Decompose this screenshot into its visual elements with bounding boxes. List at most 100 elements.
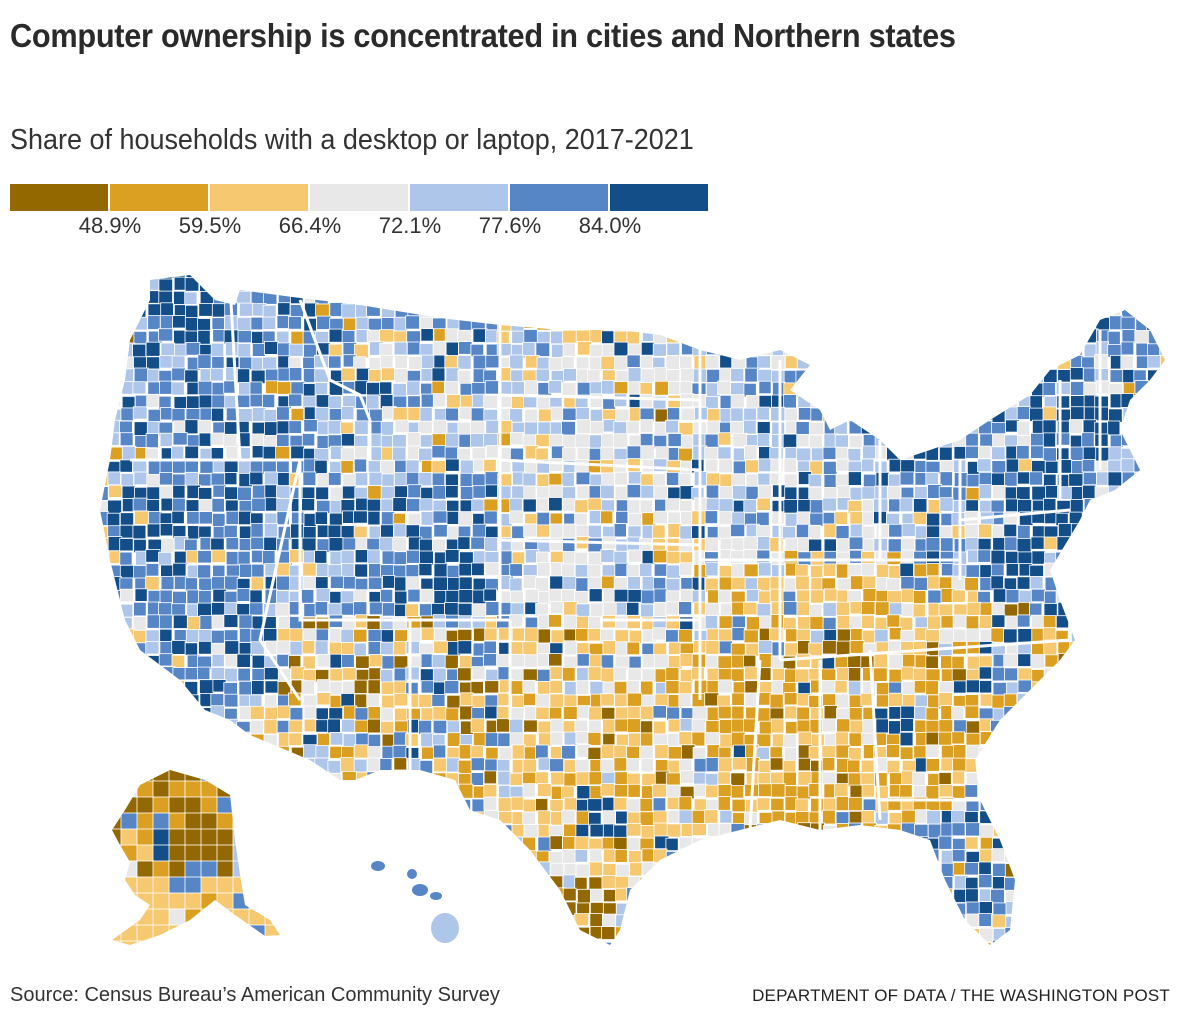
- county: [666, 823, 682, 838]
- county: [236, 653, 251, 668]
- county: [953, 888, 968, 903]
- county: [1159, 888, 1165, 903]
- county: [472, 902, 488, 917]
- county: [926, 420, 941, 434]
- county: [134, 278, 150, 294]
- county: [407, 809, 422, 823]
- county: [1147, 460, 1162, 475]
- county: [171, 381, 185, 396]
- county: [901, 302, 915, 318]
- county: [1108, 914, 1122, 929]
- county: [705, 732, 721, 746]
- county: [1017, 838, 1033, 853]
- county: [992, 303, 1007, 318]
- county: [159, 757, 175, 771]
- county: [184, 924, 203, 943]
- county: [263, 796, 278, 811]
- county: [784, 939, 798, 945]
- county: [523, 692, 537, 706]
- county: [1030, 369, 1044, 384]
- county: [275, 823, 289, 838]
- county: [1107, 745, 1122, 761]
- county: [419, 498, 434, 512]
- county: [444, 549, 460, 563]
- county: [1083, 889, 1098, 905]
- county: [316, 732, 330, 748]
- county: [1018, 705, 1033, 720]
- county: [1147, 653, 1161, 668]
- county: [186, 434, 201, 448]
- county: [1121, 693, 1135, 709]
- county: [1148, 445, 1164, 460]
- county: [392, 537, 407, 552]
- county: [290, 381, 306, 395]
- county: [1159, 421, 1165, 437]
- county: [808, 275, 823, 280]
- county: [665, 578, 681, 593]
- county: [459, 459, 475, 474]
- county: [281, 861, 298, 878]
- county: [823, 380, 838, 396]
- county: [470, 681, 484, 695]
- county: [613, 433, 629, 449]
- county: [848, 796, 863, 811]
- county: [874, 407, 890, 422]
- county: [420, 836, 435, 852]
- county: [563, 706, 578, 720]
- county: [652, 549, 668, 564]
- county: [875, 876, 890, 892]
- county: [639, 811, 655, 826]
- county: [232, 892, 251, 911]
- county: [1109, 315, 1123, 331]
- county: [420, 797, 435, 812]
- county: [888, 928, 903, 943]
- county: [1148, 733, 1163, 748]
- county: [964, 355, 979, 370]
- county: [250, 576, 264, 591]
- county: [732, 757, 747, 771]
- county: [1146, 836, 1161, 850]
- county: [784, 278, 800, 292]
- county: [100, 796, 111, 812]
- county: [771, 641, 785, 657]
- county: [1161, 641, 1165, 656]
- county: [1094, 368, 1109, 382]
- county: [136, 876, 155, 895]
- county: [730, 823, 746, 838]
- county: [652, 343, 667, 357]
- county: [100, 836, 110, 852]
- county: [771, 954, 785, 968]
- county: [536, 511, 551, 527]
- county: [899, 562, 914, 578]
- county: [393, 472, 408, 486]
- county: [847, 939, 863, 945]
- county: [757, 707, 772, 723]
- county: [510, 901, 525, 916]
- county: [678, 836, 693, 851]
- county: [705, 757, 720, 773]
- county: [106, 758, 121, 772]
- county: [925, 927, 940, 943]
- county: [485, 354, 500, 369]
- county: [847, 448, 862, 462]
- county: [366, 329, 381, 344]
- county: [615, 276, 630, 291]
- county: [197, 550, 212, 564]
- county: [925, 289, 940, 305]
- county: [303, 603, 317, 617]
- county: [1174, 680, 1180, 694]
- county: [147, 694, 161, 709]
- county: [263, 783, 279, 798]
- county: [951, 785, 966, 799]
- county: [509, 447, 524, 462]
- county: [938, 681, 954, 695]
- county: [446, 275, 460, 278]
- county: [168, 876, 187, 895]
- county: [342, 317, 357, 332]
- county: [967, 394, 981, 409]
- county: [836, 316, 851, 330]
- county: [1018, 289, 1033, 305]
- county: [340, 887, 356, 901]
- county: [302, 655, 316, 670]
- county: [782, 875, 798, 890]
